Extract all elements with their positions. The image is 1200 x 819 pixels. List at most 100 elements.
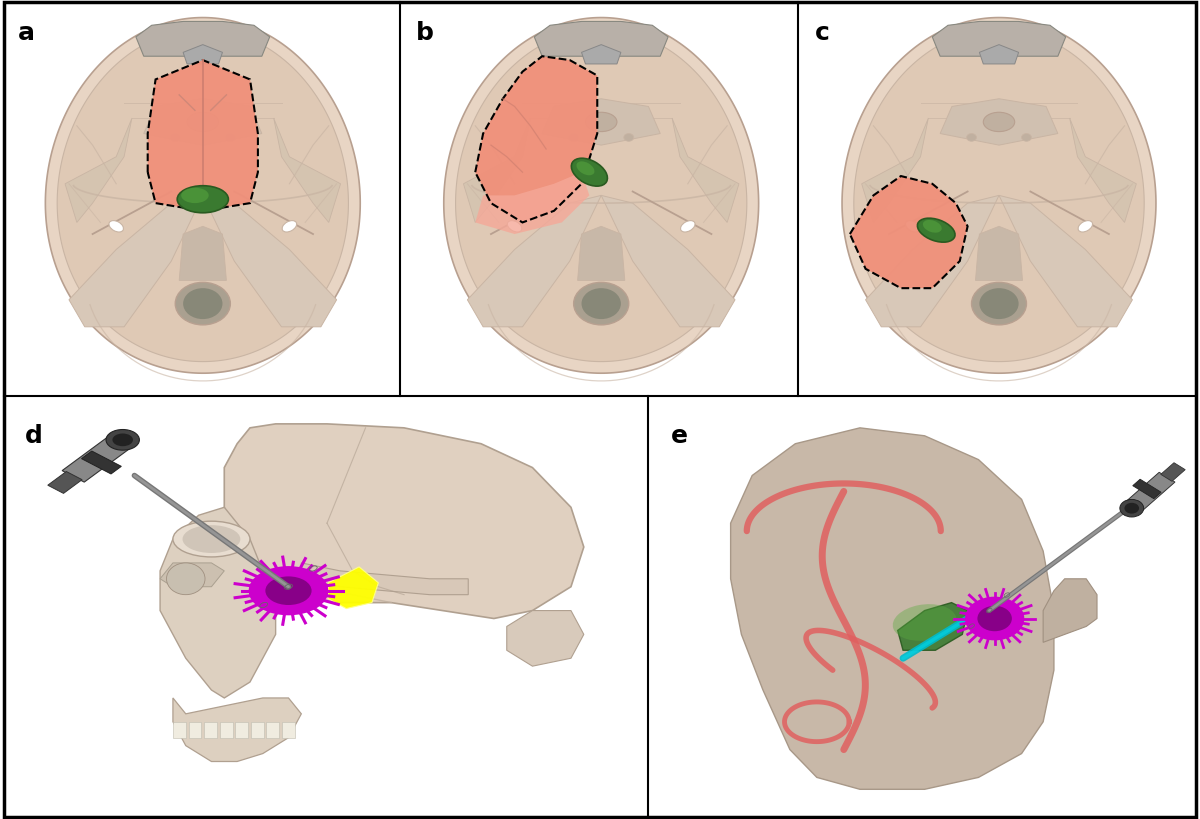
Ellipse shape (226, 133, 235, 141)
Text: e: e (671, 424, 689, 448)
Polygon shape (82, 451, 121, 474)
Ellipse shape (184, 288, 222, 319)
Polygon shape (456, 29, 746, 362)
Polygon shape (932, 21, 1066, 57)
Ellipse shape (983, 112, 1015, 132)
Polygon shape (266, 722, 280, 738)
Polygon shape (672, 118, 739, 223)
Polygon shape (976, 226, 1022, 280)
Ellipse shape (109, 220, 124, 232)
Ellipse shape (574, 283, 629, 325)
Polygon shape (862, 118, 929, 223)
Polygon shape (274, 118, 341, 223)
Polygon shape (148, 60, 258, 210)
Polygon shape (475, 57, 598, 223)
Polygon shape (1043, 579, 1097, 642)
Polygon shape (144, 99, 262, 145)
Ellipse shape (178, 186, 228, 213)
Ellipse shape (893, 604, 956, 640)
Ellipse shape (979, 288, 1019, 319)
Ellipse shape (508, 220, 522, 232)
Polygon shape (62, 437, 130, 482)
Polygon shape (731, 428, 1054, 790)
Polygon shape (865, 196, 998, 327)
Polygon shape (1133, 479, 1162, 499)
Polygon shape (534, 21, 668, 57)
Polygon shape (998, 196, 1133, 327)
Circle shape (106, 429, 139, 450)
Polygon shape (184, 44, 222, 64)
Circle shape (1120, 500, 1144, 517)
Polygon shape (542, 99, 660, 145)
Polygon shape (68, 196, 203, 327)
Polygon shape (160, 563, 224, 586)
Polygon shape (48, 472, 82, 493)
Ellipse shape (586, 112, 617, 132)
Polygon shape (220, 722, 233, 738)
Polygon shape (1160, 463, 1186, 482)
Circle shape (113, 433, 133, 446)
Polygon shape (898, 603, 967, 650)
Circle shape (248, 566, 329, 615)
Polygon shape (979, 44, 1019, 64)
Ellipse shape (624, 133, 634, 141)
Polygon shape (842, 17, 1156, 373)
Polygon shape (1127, 473, 1175, 510)
Circle shape (978, 606, 1012, 631)
Polygon shape (235, 722, 248, 738)
Polygon shape (179, 226, 227, 280)
Polygon shape (251, 722, 264, 738)
Polygon shape (582, 44, 620, 64)
Polygon shape (301, 563, 468, 595)
Polygon shape (173, 722, 186, 738)
Ellipse shape (167, 563, 205, 595)
Polygon shape (282, 722, 295, 738)
Polygon shape (58, 29, 348, 362)
Polygon shape (160, 507, 276, 698)
Polygon shape (204, 722, 217, 738)
Ellipse shape (1021, 133, 1031, 141)
Polygon shape (850, 176, 967, 288)
Polygon shape (1069, 118, 1136, 223)
Circle shape (1124, 503, 1139, 514)
Polygon shape (173, 698, 301, 762)
Circle shape (265, 577, 312, 605)
Polygon shape (463, 118, 530, 223)
Polygon shape (577, 226, 625, 280)
Ellipse shape (582, 288, 620, 319)
Polygon shape (601, 196, 736, 327)
Polygon shape (506, 611, 584, 666)
Ellipse shape (1078, 220, 1092, 232)
Ellipse shape (282, 220, 296, 232)
Ellipse shape (187, 112, 218, 132)
Polygon shape (854, 29, 1144, 362)
Ellipse shape (569, 133, 578, 141)
Ellipse shape (923, 220, 942, 233)
Polygon shape (475, 172, 589, 234)
Ellipse shape (181, 188, 209, 203)
Polygon shape (444, 17, 758, 373)
Ellipse shape (182, 525, 240, 553)
Ellipse shape (576, 161, 594, 175)
Polygon shape (940, 99, 1058, 145)
Circle shape (965, 597, 1025, 640)
Ellipse shape (173, 521, 250, 557)
Ellipse shape (967, 133, 977, 141)
Polygon shape (329, 567, 378, 609)
Polygon shape (224, 424, 584, 618)
Ellipse shape (972, 283, 1026, 325)
Ellipse shape (170, 133, 180, 141)
Ellipse shape (571, 158, 607, 186)
Ellipse shape (680, 220, 695, 232)
Polygon shape (467, 196, 601, 327)
Polygon shape (46, 17, 360, 373)
Ellipse shape (175, 283, 230, 325)
Polygon shape (65, 118, 132, 223)
Ellipse shape (906, 220, 920, 232)
Text: a: a (18, 21, 35, 45)
Polygon shape (188, 722, 202, 738)
Ellipse shape (918, 218, 955, 242)
Polygon shape (136, 21, 270, 57)
Text: d: d (25, 424, 43, 448)
Text: c: c (815, 21, 829, 45)
